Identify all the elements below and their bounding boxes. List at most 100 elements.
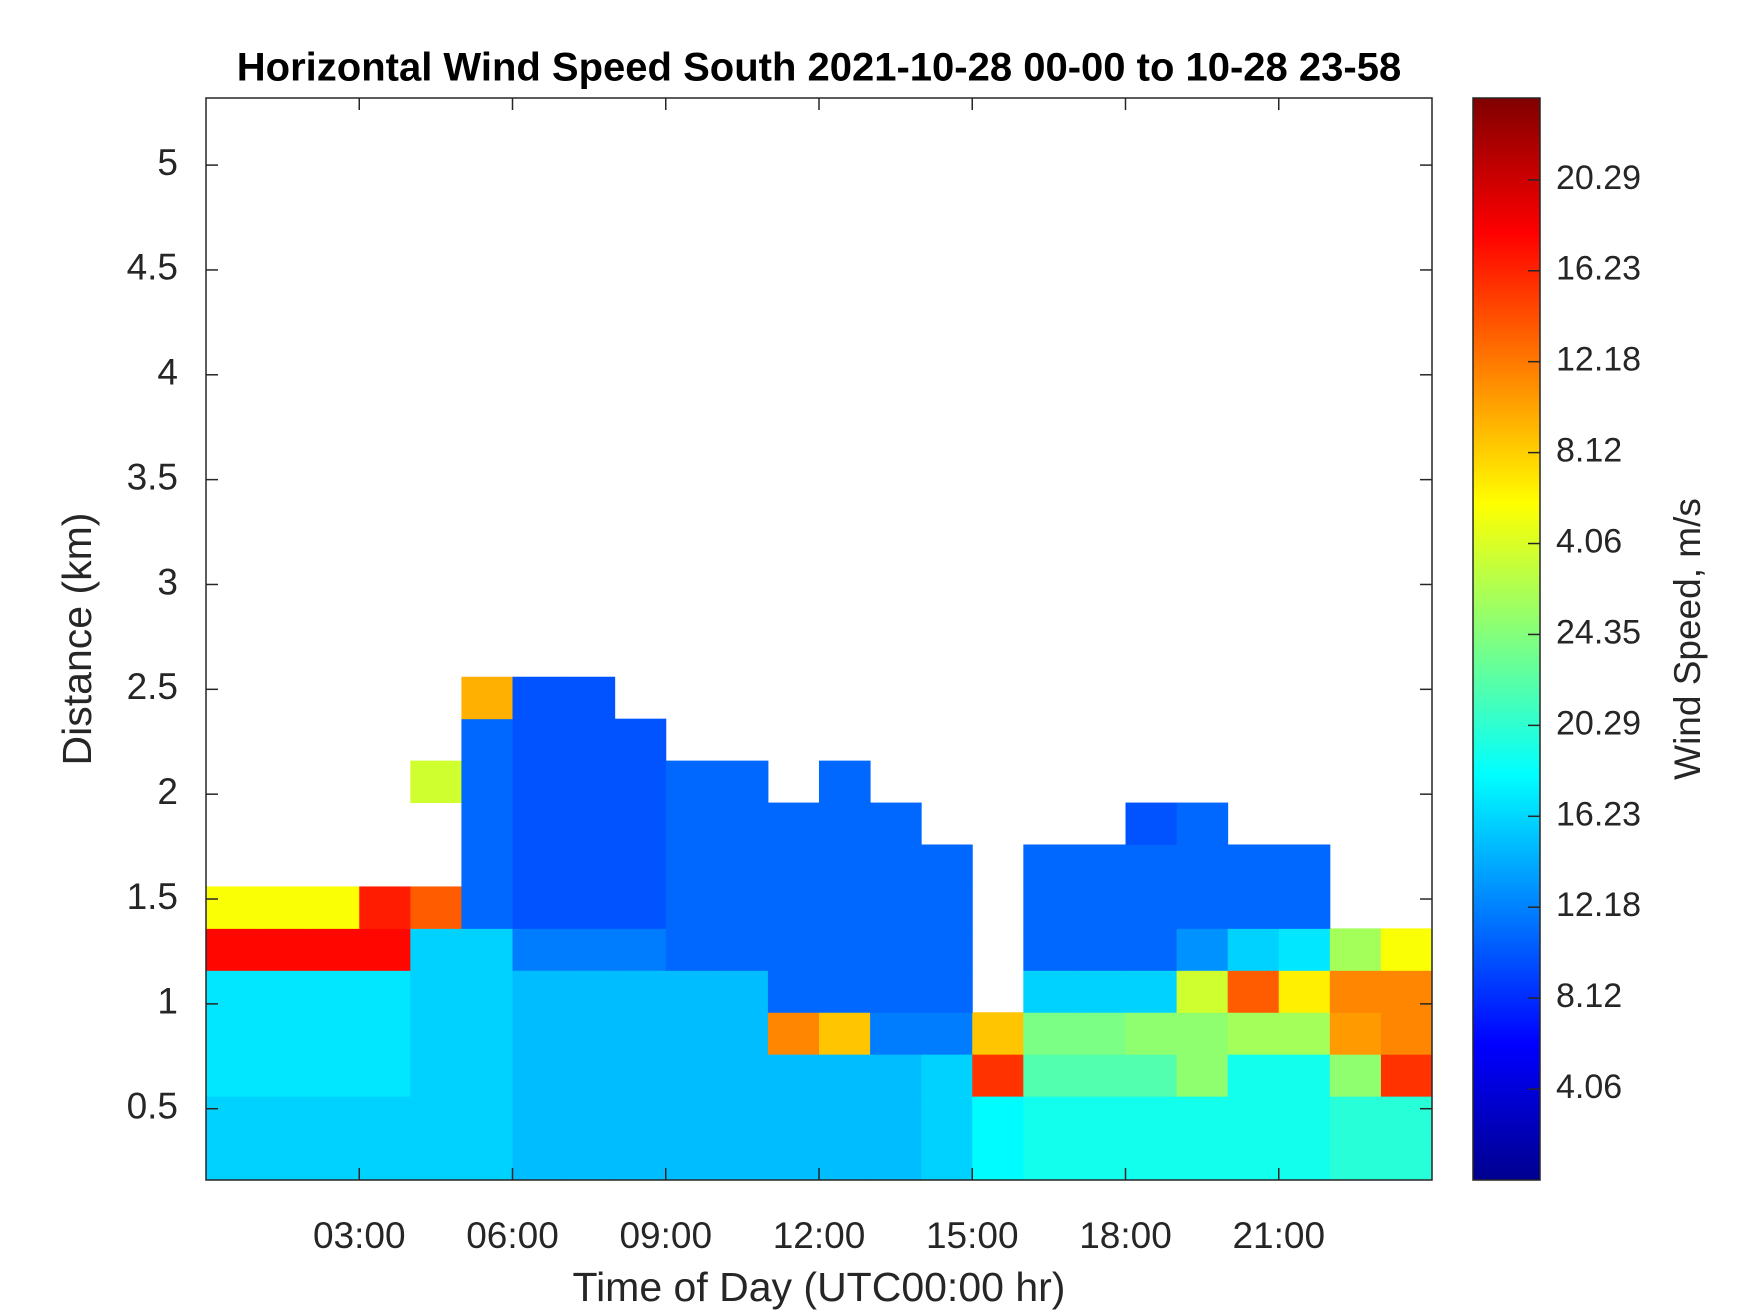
heatmap-cell (359, 970, 411, 1013)
heatmap-cell (563, 802, 616, 845)
heatmap-cell (819, 1012, 871, 1055)
heatmap-cell (1329, 970, 1382, 1013)
heatmap-cell (614, 844, 667, 887)
heatmap-cell (767, 844, 820, 887)
heatmap-cell (972, 1096, 1024, 1139)
heatmap-cell (1278, 886, 1331, 929)
heatmap-cell (870, 844, 922, 887)
heatmap-cell (257, 1012, 309, 1055)
heatmap-cell (1227, 1012, 1280, 1055)
heatmap-cell (461, 970, 513, 1013)
heatmap-cell (1023, 1138, 1075, 1181)
heatmap-cell (1227, 1096, 1280, 1139)
heatmap-cell (1329, 1054, 1382, 1097)
heatmap-cell (563, 844, 616, 887)
heatmap-cell (614, 1138, 667, 1181)
heatmap-cell (410, 886, 462, 929)
heatmap-cell (308, 928, 360, 971)
x-tick-label: 03:00 (313, 1215, 406, 1256)
heatmap-cell (870, 928, 922, 971)
heatmap-cell (614, 1012, 667, 1055)
y-axis-label: Distance (km) (54, 513, 100, 766)
colorbar-tick-label: 16.23 (1556, 250, 1641, 288)
heatmap-cell (257, 1138, 309, 1181)
heatmap-cell (1023, 1054, 1075, 1097)
heatmap-cell (1380, 970, 1433, 1013)
heatmap-cell (1278, 1096, 1331, 1139)
heatmap-cell (767, 886, 820, 929)
heatmap-cell (1125, 844, 1178, 887)
heatmap-cell (767, 1012, 820, 1055)
x-tick-label: 15:00 (926, 1215, 1019, 1256)
heatmap-cell (1023, 844, 1075, 887)
colorbar-tick-label: 8.12 (1556, 432, 1622, 470)
heatmap-cell (665, 970, 718, 1013)
colorbar-tick-label: 4.06 (1556, 523, 1622, 561)
heatmap-cell (1176, 1138, 1229, 1181)
heatmap-cell (1023, 928, 1075, 971)
heatmap-cell (563, 970, 616, 1013)
heatmap-cell (257, 886, 309, 929)
heatmap-cell (359, 1054, 411, 1097)
heatmap-cell (1278, 1054, 1331, 1097)
heatmap-cell (614, 1096, 667, 1139)
heatmap-cell (972, 1054, 1024, 1097)
heatmap-cell (563, 1138, 616, 1181)
heatmap-cell (921, 970, 973, 1013)
y-tick-label: 2.5 (127, 666, 178, 707)
heatmap-cell (1380, 1054, 1433, 1097)
y-tick-label: 1 (157, 981, 178, 1022)
heatmap-cell (614, 1054, 667, 1097)
heatmap-cell (870, 802, 922, 845)
heatmap-cell (563, 928, 616, 971)
heatmap-cell (1125, 1054, 1178, 1097)
heatmap-cell (870, 1012, 922, 1055)
heatmap-cell (1125, 970, 1178, 1013)
heatmap-cell (1074, 928, 1126, 971)
heatmap-cell (1278, 928, 1331, 971)
heatmap-cell (819, 970, 871, 1013)
heatmap-cell (1227, 970, 1280, 1013)
heatmap-cell (1125, 1138, 1178, 1181)
chart-title: Horizontal Wind Speed South 2021-10-28 0… (237, 46, 1401, 90)
heatmap-cell (308, 1054, 360, 1097)
heatmap-cell (206, 970, 258, 1013)
heatmap-cell (716, 928, 769, 971)
heatmap-cell (1074, 844, 1126, 887)
heatmap-cell (512, 1096, 565, 1139)
heatmap-cell (1380, 1138, 1433, 1181)
heatmap-cell (819, 1096, 871, 1139)
heatmap-cell (819, 1054, 871, 1097)
heatmap-cell (921, 886, 973, 929)
heatmap-cell (461, 886, 513, 929)
heatmap-cell (206, 1012, 258, 1055)
heatmap-cell (512, 1012, 565, 1055)
heatmap-cell (767, 970, 820, 1013)
heatmap-cell (870, 1096, 922, 1139)
heatmap-cell (716, 1096, 769, 1139)
heatmap-cell (1125, 1096, 1178, 1139)
heatmap-cell (665, 1012, 718, 1055)
heatmap-cell (665, 928, 718, 971)
heatmap-cell (1278, 844, 1331, 887)
heatmap-cell (1176, 970, 1229, 1013)
colorbar-label: Wind Speed, m/s (1667, 498, 1708, 780)
heatmap-cell (665, 802, 718, 845)
x-tick-label: 12:00 (773, 1215, 866, 1256)
heatmap-cell (1176, 886, 1229, 929)
heatmap-cell (1023, 1096, 1075, 1139)
heatmap-cell (614, 718, 667, 762)
heatmap-cell (359, 1096, 411, 1139)
heatmap-cell (665, 760, 718, 804)
heatmap-cell (410, 928, 462, 971)
heatmap-cell (1329, 1012, 1382, 1055)
heatmap-cell (921, 1138, 973, 1181)
heatmap-cell (1125, 886, 1178, 929)
y-tick-label: 4.5 (127, 247, 178, 288)
heatmap-cell (716, 844, 769, 887)
heatmap-cell (1176, 844, 1229, 887)
heatmap-cell (1278, 970, 1331, 1013)
heatmap-cell (512, 676, 565, 720)
colorbar-tick-label: 16.23 (1556, 795, 1641, 833)
heatmap-cell (1176, 928, 1229, 971)
